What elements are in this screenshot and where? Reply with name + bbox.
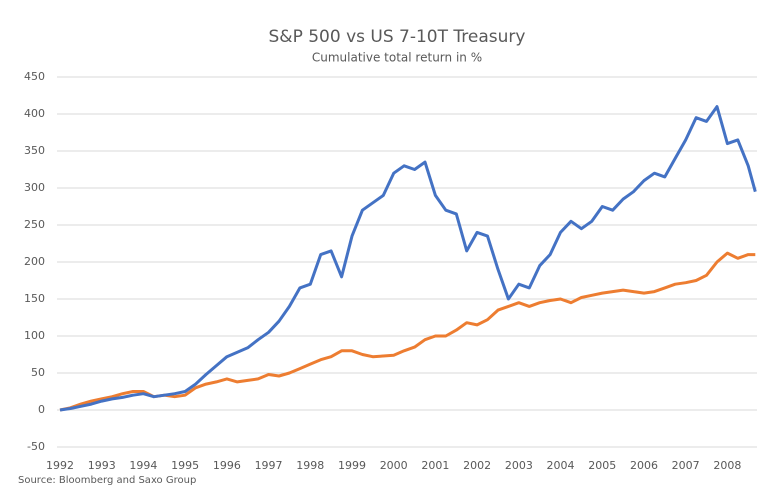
y-tick-label: 0 bbox=[38, 403, 45, 416]
x-tick-label: 1995 bbox=[171, 459, 199, 472]
y-tick-label: 300 bbox=[24, 181, 45, 194]
chart-subtitle: Cumulative total return in % bbox=[312, 51, 482, 65]
y-tick-label: 50 bbox=[31, 366, 45, 379]
x-tick-label: 2005 bbox=[588, 459, 616, 472]
x-tick-label: 2007 bbox=[672, 459, 700, 472]
x-tick-label: 1996 bbox=[213, 459, 241, 472]
x-tick-label: 2003 bbox=[505, 459, 533, 472]
y-tick-label: 200 bbox=[24, 255, 45, 268]
y-tick-label: 250 bbox=[24, 218, 45, 231]
x-tick-label: 2004 bbox=[547, 459, 575, 472]
x-tick-label: 1998 bbox=[296, 459, 324, 472]
x-tick-label: 1992 bbox=[46, 459, 74, 472]
x-tick-label: 2000 bbox=[380, 459, 408, 472]
y-tick-label: 400 bbox=[24, 107, 45, 120]
y-tick-label: 100 bbox=[24, 329, 45, 342]
x-tick-label: 1994 bbox=[129, 459, 157, 472]
series-line bbox=[59, 251, 756, 412]
x-tick-label: 1993 bbox=[88, 459, 116, 472]
x-tick-label: 2008 bbox=[713, 459, 741, 472]
chart-title: S&P 500 vs US 7-10T Treasury bbox=[269, 27, 526, 47]
x-tick-label: 2002 bbox=[463, 459, 491, 472]
y-tick-label: 450 bbox=[24, 70, 45, 83]
x-tick-label: 2006 bbox=[630, 459, 658, 472]
source-note: Source: Bloomberg and Saxo Group bbox=[18, 475, 196, 486]
x-tick-label: 2001 bbox=[421, 459, 449, 472]
x-tick-label: 1999 bbox=[338, 459, 366, 472]
y-tick-label: -50 bbox=[27, 440, 45, 453]
y-tick-label: 150 bbox=[24, 292, 45, 305]
y-tick-label: 350 bbox=[24, 144, 45, 157]
series-line bbox=[59, 105, 757, 412]
x-tick-label: 1997 bbox=[255, 459, 283, 472]
